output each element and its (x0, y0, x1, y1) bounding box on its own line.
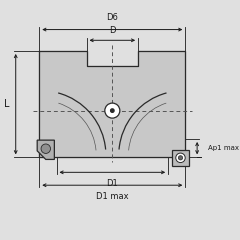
Text: D6: D6 (106, 13, 118, 22)
Circle shape (41, 144, 50, 153)
Text: L: L (4, 99, 10, 109)
Circle shape (111, 109, 114, 112)
Text: D: D (109, 26, 116, 35)
Polygon shape (39, 51, 185, 157)
Text: Ap1 max: Ap1 max (208, 145, 239, 151)
Text: D1: D1 (107, 179, 118, 188)
Polygon shape (172, 150, 189, 166)
Circle shape (105, 103, 120, 118)
Polygon shape (37, 140, 54, 159)
Circle shape (178, 156, 183, 160)
Circle shape (176, 153, 185, 162)
Text: D1 max: D1 max (96, 192, 129, 201)
